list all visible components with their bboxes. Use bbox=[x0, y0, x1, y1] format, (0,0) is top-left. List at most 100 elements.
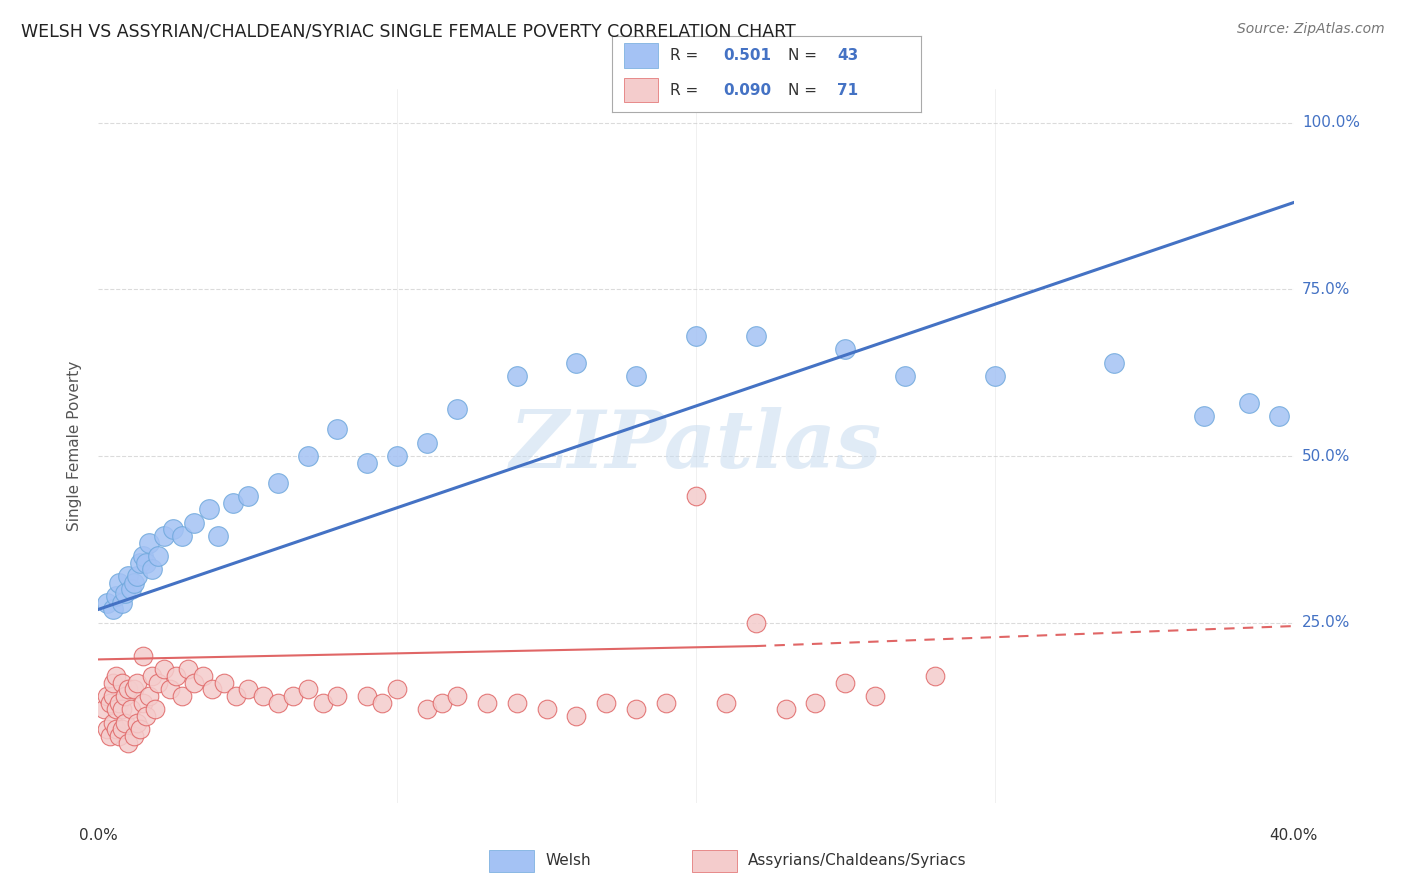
Text: 0.090: 0.090 bbox=[723, 83, 770, 98]
Point bbox=[1237, 395, 1260, 409]
Point bbox=[894, 368, 917, 383]
Point bbox=[114, 585, 136, 599]
Point bbox=[385, 682, 409, 697]
Text: 71: 71 bbox=[838, 83, 859, 98]
Point bbox=[565, 356, 588, 370]
Text: Assyrians/Chaldeans/Syriacs: Assyrians/Chaldeans/Syriacs bbox=[748, 854, 966, 868]
Point bbox=[111, 702, 134, 716]
Point bbox=[127, 715, 149, 730]
Point bbox=[138, 689, 160, 703]
Point bbox=[804, 696, 827, 710]
Point bbox=[506, 368, 529, 383]
Point bbox=[120, 582, 142, 597]
FancyBboxPatch shape bbox=[489, 849, 534, 872]
Point bbox=[103, 715, 125, 730]
Point bbox=[127, 675, 149, 690]
Point bbox=[865, 689, 887, 703]
Point bbox=[745, 329, 768, 343]
Point bbox=[446, 402, 468, 417]
Point bbox=[714, 696, 737, 710]
Point bbox=[141, 669, 163, 683]
Point bbox=[124, 682, 146, 697]
Point bbox=[103, 602, 125, 616]
Point bbox=[207, 529, 229, 543]
Point bbox=[267, 475, 290, 490]
Point bbox=[252, 689, 274, 703]
Point bbox=[983, 368, 1005, 383]
Point bbox=[105, 589, 128, 603]
Point bbox=[834, 675, 856, 690]
Point bbox=[159, 682, 181, 697]
Point bbox=[162, 522, 184, 536]
Text: 25.0%: 25.0% bbox=[1302, 615, 1350, 631]
Text: N =: N = bbox=[787, 48, 817, 63]
Point bbox=[446, 689, 468, 703]
Point bbox=[117, 569, 139, 583]
Point bbox=[267, 696, 290, 710]
Point bbox=[114, 689, 136, 703]
Point bbox=[132, 696, 155, 710]
Point bbox=[120, 702, 142, 716]
Point bbox=[165, 669, 187, 683]
Point bbox=[129, 723, 152, 737]
Point bbox=[506, 696, 529, 710]
Point bbox=[281, 689, 304, 703]
Point bbox=[111, 723, 134, 737]
Point bbox=[153, 529, 176, 543]
Point bbox=[172, 689, 194, 703]
Text: 50.0%: 50.0% bbox=[1302, 449, 1350, 464]
Point bbox=[114, 715, 136, 730]
Point bbox=[96, 723, 118, 737]
Point bbox=[96, 689, 118, 703]
Point bbox=[117, 736, 139, 750]
Point bbox=[297, 682, 319, 697]
Point bbox=[225, 689, 247, 703]
Point bbox=[111, 596, 134, 610]
Point bbox=[98, 729, 122, 743]
Point bbox=[148, 549, 170, 563]
Text: R =: R = bbox=[671, 83, 699, 98]
Point bbox=[430, 696, 453, 710]
Point bbox=[132, 549, 155, 563]
FancyBboxPatch shape bbox=[692, 849, 737, 872]
Point bbox=[565, 709, 588, 723]
Point bbox=[183, 675, 205, 690]
Point bbox=[93, 702, 115, 716]
Point bbox=[416, 702, 439, 716]
Point bbox=[212, 675, 235, 690]
Point bbox=[356, 689, 378, 703]
Text: 0.0%: 0.0% bbox=[79, 828, 118, 843]
Y-axis label: Single Female Poverty: Single Female Poverty bbox=[67, 361, 83, 531]
Point bbox=[105, 702, 128, 716]
Point bbox=[236, 489, 259, 503]
Point bbox=[143, 702, 166, 716]
Point bbox=[141, 562, 163, 576]
Point bbox=[311, 696, 333, 710]
Point bbox=[172, 529, 194, 543]
Text: Welsh: Welsh bbox=[546, 854, 591, 868]
Point bbox=[135, 709, 157, 723]
Point bbox=[153, 662, 176, 676]
Point bbox=[326, 689, 349, 703]
Point bbox=[198, 502, 221, 516]
Point bbox=[475, 696, 498, 710]
Point bbox=[108, 575, 131, 590]
Point bbox=[135, 556, 157, 570]
Point bbox=[96, 596, 118, 610]
Point bbox=[1104, 356, 1126, 370]
Text: 40.0%: 40.0% bbox=[1270, 828, 1317, 843]
Point bbox=[1192, 409, 1215, 423]
Point bbox=[356, 456, 378, 470]
Point bbox=[371, 696, 394, 710]
Point bbox=[416, 435, 439, 450]
Text: ZIPatlas: ZIPatlas bbox=[510, 408, 882, 484]
Point bbox=[177, 662, 200, 676]
Point bbox=[236, 682, 259, 697]
Point bbox=[103, 675, 125, 690]
Point bbox=[385, 449, 409, 463]
Point bbox=[834, 343, 856, 357]
Point bbox=[191, 669, 214, 683]
Point bbox=[108, 729, 131, 743]
FancyBboxPatch shape bbox=[624, 78, 658, 103]
Point bbox=[655, 696, 678, 710]
